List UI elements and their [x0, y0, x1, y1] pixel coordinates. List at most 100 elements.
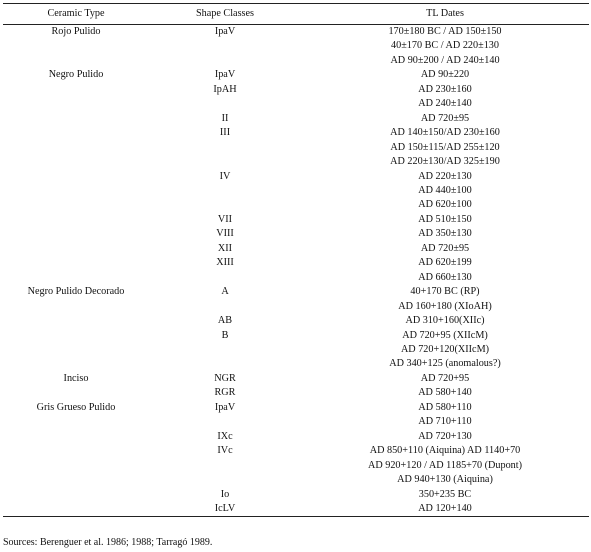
table-row: VII AD 510±150: [3, 213, 589, 227]
cell-tl-date: AD 720±95: [420, 112, 470, 124]
cell-tl-date: AD 90±220: [420, 69, 470, 81]
table-row: AD 660±130: [3, 271, 589, 285]
cell-ceramic-type: [3, 198, 149, 212]
cell-tl-date: AD 230±160: [418, 83, 472, 95]
table-row: AD 620±100: [3, 198, 589, 212]
cell-tl-date: AD 120+140: [418, 502, 472, 514]
table-row: VIII AD 350±130: [3, 227, 589, 241]
cell-ceramic-type: [3, 227, 149, 241]
cell-ceramic-type: Inciso: [63, 372, 89, 384]
cell-ceramic-type: [3, 502, 149, 517]
table-row: AD 720+120(XIIcM): [3, 343, 589, 357]
cell-ceramic-type: [3, 97, 149, 111]
cell-tl-date: AD 720±95: [420, 242, 470, 254]
cell-shape-class: [149, 184, 301, 198]
cell-tl-date: AD 350±130: [418, 228, 472, 240]
cell-shape-class: [149, 343, 301, 357]
table-row: AD 340+125 (anomalous?): [3, 357, 589, 371]
cell-shape-class: IXc: [217, 430, 233, 442]
cell-shape-class: VII: [217, 213, 233, 225]
cell-tl-date: AD 310+160(XIIc): [405, 315, 485, 327]
cell-shape-class: IpAH: [213, 83, 237, 95]
table-row: XIII AD 620±199: [3, 256, 589, 270]
table-row: II AD 720±95: [3, 112, 589, 126]
cell-shape-class: A: [221, 286, 229, 298]
cell-shape-class: XIII: [216, 257, 234, 269]
cell-tl-date: AD 710+110: [418, 416, 472, 428]
cell-shape-class: [149, 39, 301, 53]
header-row: Ceramic Type Shape Classes TL Dates: [3, 3, 589, 25]
cell-tl-date: AD 720+95: [420, 372, 470, 384]
cell-shape-class: III: [219, 127, 231, 139]
cell-tl-date: AD 620±100: [418, 199, 472, 211]
cell-shape-class: IpaV: [214, 401, 236, 413]
table-row: B AD 720+95 (XIIcM): [3, 329, 589, 343]
cell-shape-class: [149, 198, 301, 212]
cell-ceramic-type: [3, 112, 149, 126]
table-row: Io 350+235 BC: [3, 488, 589, 502]
cell-tl-date: AD 150±115/AD 255±120: [390, 141, 500, 153]
cell-ceramic-type: [3, 170, 149, 184]
cell-shape-class: Io: [220, 488, 230, 500]
table-row: AD 440±100: [3, 184, 589, 198]
cell-shape-class: AB: [217, 315, 233, 327]
cell-ceramic-type: [3, 54, 149, 68]
cell-shape-class: IcLV: [214, 502, 236, 514]
cell-tl-date: AD 580+140: [418, 387, 472, 399]
cell-shape-class: [149, 141, 301, 155]
header-shape-classes: Shape Classes: [195, 8, 254, 19]
cell-ceramic-type: Negro Pulido: [48, 69, 104, 81]
table-header: Ceramic Type Shape Classes TL Dates: [3, 3, 589, 25]
cell-tl-date: 40±170 BC / AD 220±130: [391, 40, 499, 52]
cell-ceramic-type: [3, 329, 149, 343]
table-row: AB AD 310+160(XIIc): [3, 314, 589, 328]
cell-tl-date: AD 340+125 (anomalous?): [389, 358, 501, 370]
cell-shape-class: II: [221, 112, 229, 124]
cell-tl-date: 40+170 BC (RP): [410, 286, 480, 298]
sources-note: Sources: Berenguer et al. 1986; 1988; Ta…: [3, 537, 213, 548]
cell-ceramic-type: [3, 444, 149, 458]
cell-ceramic-type: Rojo Pulido: [51, 26, 101, 37]
table-row: AD 240±140: [3, 97, 589, 111]
cell-ceramic-type: [3, 488, 149, 502]
tl-dates-table: Ceramic Type Shape Classes TL Dates Rojo…: [3, 3, 589, 517]
cell-tl-date: AD 580+110: [418, 401, 472, 413]
table-row: Inciso NGR AD 720+95: [3, 372, 589, 386]
table-row: 40±170 BC / AD 220±130: [3, 39, 589, 53]
cell-shape-class: B: [221, 329, 229, 341]
cell-shape-class: [149, 54, 301, 68]
table-row: AD 920+120 / AD 1185+70 (Dupont): [3, 459, 589, 473]
cell-shape-class: [149, 271, 301, 285]
cell-ceramic-type: [3, 155, 149, 169]
cell-tl-date: AD 920+120 / AD 1185+70 (Dupont): [367, 459, 522, 471]
cell-tl-date: AD 160+180 (XIoAH): [398, 300, 492, 312]
cell-shape-class: [149, 97, 301, 111]
cell-ceramic-type: [3, 430, 149, 444]
cell-ceramic-type: [3, 300, 149, 314]
table-row: Gris Grueso Pulido IpaV AD 580+110: [3, 401, 589, 415]
table-row: AD 220±130/AD 325±190: [3, 155, 589, 169]
table-row: IVc AD 850+110 (Aiquina) AD 1140+70: [3, 444, 589, 458]
cell-tl-date: AD 940+130 (Aiquina): [397, 474, 493, 486]
table-row: IXc AD 720+130: [3, 430, 589, 444]
cell-ceramic-type: [3, 314, 149, 328]
cell-shape-class: NGR: [214, 372, 236, 384]
cell-ceramic-type: [3, 473, 149, 487]
table-row: IV AD 220±130: [3, 170, 589, 184]
cell-tl-date: AD 720+130: [418, 430, 472, 442]
header-tl-dates: TL Dates: [426, 8, 464, 19]
table-row: IpAH AD 230±160: [3, 83, 589, 97]
cell-shape-class: IV: [219, 170, 231, 182]
cell-ceramic-type: [3, 415, 149, 429]
table-row: AD 940+130 (Aiquina): [3, 473, 589, 487]
cell-tl-date: AD 660±130: [418, 271, 472, 283]
cell-ceramic-type: Gris Grueso Pulido: [36, 401, 116, 413]
cell-ceramic-type: [3, 459, 149, 473]
table-row: III AD 140±150/AD 230±160: [3, 126, 589, 140]
cell-tl-date: AD 440±100: [418, 184, 472, 196]
cell-shape-class: [149, 415, 301, 429]
cell-tl-date: AD 90±200 / AD 240±140: [390, 54, 500, 66]
cell-tl-date: 170±180 BC / AD 150±150: [388, 26, 502, 37]
cell-ceramic-type: [3, 271, 149, 285]
